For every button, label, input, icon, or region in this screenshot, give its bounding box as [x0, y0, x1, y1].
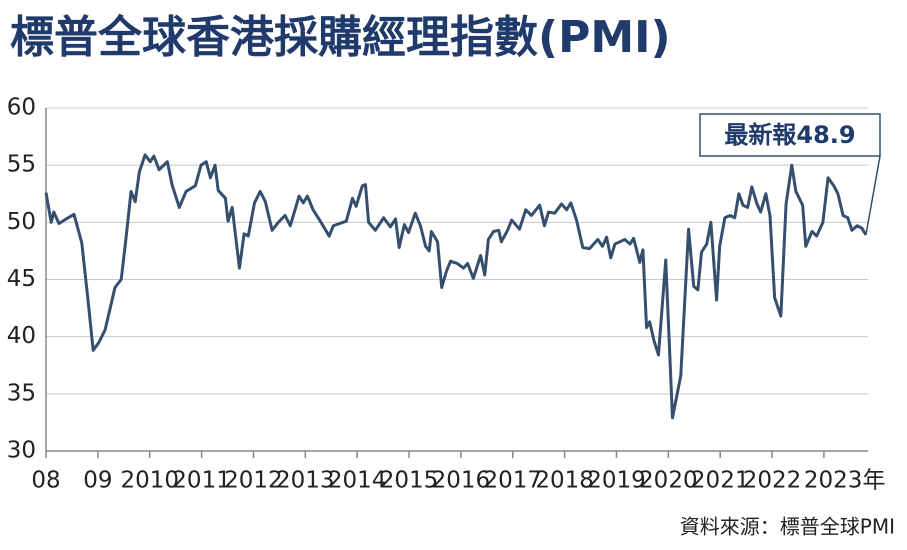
x-tick-label: 2012 [224, 468, 283, 494]
y-tick-label: 30 [7, 438, 36, 464]
annotation: 最新報48.9 [724, 121, 855, 149]
y-tick-label: 45 [7, 266, 36, 292]
x-tick-label: 08 [31, 468, 60, 494]
x-tick-label: 2011 [172, 468, 231, 494]
x-tick-label: 2017 [483, 468, 542, 494]
chart-title: 標普全球香港採購經理指數(PMI) [10, 12, 671, 63]
x-tick-label: 2010 [120, 468, 179, 494]
y-tick-label: 60 [7, 95, 36, 121]
y-tick-label: 50 [7, 209, 36, 235]
x-tick-label: 09 [83, 468, 112, 494]
x-tick-label: 2023年 [804, 468, 886, 494]
x-tick-label: 2020 [639, 468, 698, 494]
x-tick-label: 2019 [587, 468, 646, 494]
x-tick-label: 2021 [691, 468, 750, 494]
y-tick-label: 35 [7, 380, 36, 406]
x-tick-label: 2018 [535, 468, 594, 494]
x-tick-label: 2013 [276, 468, 335, 494]
annotation-leader [865, 155, 881, 236]
x-tick-label: 2016 [432, 468, 491, 494]
y-tick-label: 40 [7, 323, 36, 349]
line [44, 153, 868, 420]
x-tick-label: 2014 [328, 468, 387, 494]
y-tick-label: 55 [7, 152, 36, 178]
x-tick-label: 2015 [380, 468, 439, 494]
annotation-box [699, 113, 881, 157]
source: 資料來源：標普全球PMI [680, 515, 895, 539]
x-tick-label: 2022 [743, 468, 802, 494]
